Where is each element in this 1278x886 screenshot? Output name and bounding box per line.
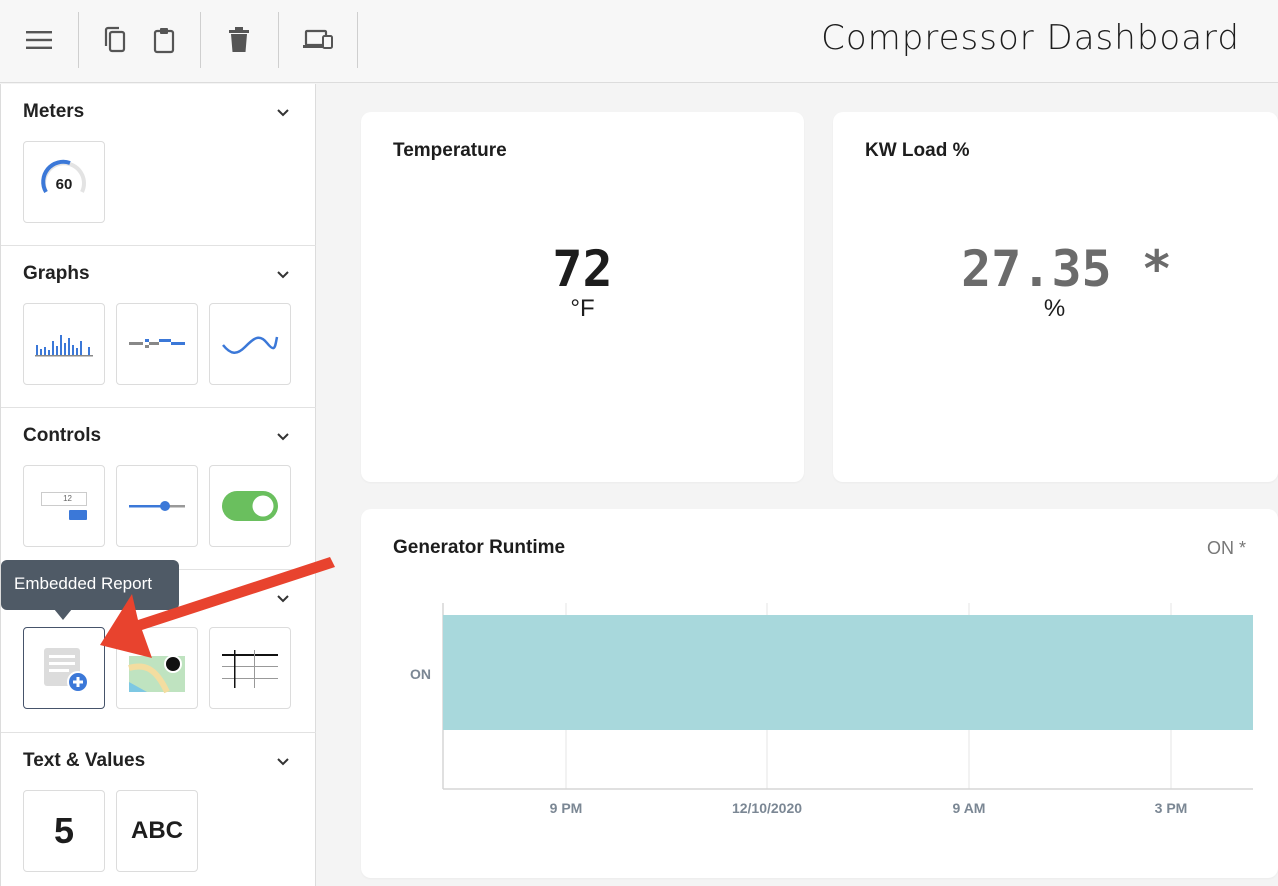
toolbar-divider: [78, 12, 79, 68]
runtime-status: ON *: [1206, 538, 1246, 558]
section-title: Text & Values: [23, 750, 146, 771]
slider-control-widget-tile[interactable]: [116, 465, 198, 547]
card-title: Generator Runtime: [393, 537, 566, 558]
tooltip-pointer: [54, 609, 72, 620]
toggle-switch-icon: [222, 491, 278, 521]
bar-graph-widget-tile[interactable]: [23, 303, 105, 385]
toggle-control-widget-tile[interactable]: [209, 465, 291, 547]
section-title: Controls: [23, 425, 102, 446]
kw-load-unit: %: [1043, 295, 1066, 322]
card-title: KW Load %: [865, 140, 970, 161]
widget-palette: Meters 60 Graphs: [0, 84, 316, 886]
paste-icon: [153, 28, 175, 54]
submit-sample-button: [69, 510, 87, 520]
line-chart-icon: [222, 336, 279, 354]
delete-button[interactable]: [219, 20, 259, 60]
section-graphs: Graphs: [1, 246, 316, 408]
chevron-down-icon[interactable]: [276, 755, 290, 769]
chart-x-tick-label: 9 AM: [953, 800, 986, 816]
toolbar-divider: [278, 12, 279, 68]
section-title: Meters: [23, 101, 85, 122]
section-title: Graphs: [23, 263, 90, 284]
input-sample-box: 12: [41, 492, 87, 506]
text-value-widget-tile[interactable]: ABC: [116, 790, 198, 872]
chevron-down-icon[interactable]: [276, 592, 290, 606]
copy-button[interactable]: [95, 20, 135, 60]
section-meters: Meters 60: [1, 84, 316, 246]
chart-x-tick-label: 9 PM: [550, 800, 583, 816]
runtime-chart: ON 9 PM 12/10/2020 9 AM 3 PM: [410, 603, 1253, 816]
devices-icon: [303, 29, 333, 49]
device-preview-button[interactable]: [298, 20, 338, 60]
chart-y-tick-label: ON: [410, 666, 431, 682]
bar-chart-icon: [35, 335, 93, 357]
delete-icon: [229, 27, 249, 52]
line-graph-widget-tile[interactable]: [209, 303, 291, 385]
paste-button[interactable]: [144, 20, 184, 60]
copy-icon: [104, 26, 126, 53]
gauge-sample-value: 60: [55, 176, 73, 193]
temperature-unit: °F: [570, 295, 595, 322]
section-text-values: Text & Values 5 ABC: [1, 733, 316, 886]
number-value-widget-tile[interactable]: 5: [23, 790, 105, 872]
table-widget-tile[interactable]: [209, 627, 291, 709]
number-sample-text: 5: [53, 810, 75, 851]
chart-x-tick-label: 3 PM: [1155, 800, 1188, 816]
slider-icon: [129, 501, 185, 511]
section-controls: Controls 12: [1, 408, 316, 570]
table-icon: [222, 650, 278, 688]
top-toolbar: Compressor Dashboard: [0, 0, 1278, 83]
map-widget-tile[interactable]: [116, 627, 198, 709]
toolbar-divider: [357, 12, 358, 68]
dashboard-title: Compressor Dashboard: [821, 18, 1240, 58]
chevron-down-icon[interactable]: [276, 106, 290, 120]
gauge-icon: [41, 159, 86, 194]
menu-icon: [26, 31, 52, 49]
menu-button[interactable]: [19, 20, 59, 60]
timeline-graph-widget-tile[interactable]: [116, 303, 198, 385]
kw-load-card[interactable]: KW Load % 27.35 * %: [833, 112, 1278, 482]
generator-runtime-card[interactable]: Generator Runtime ON * ON 9 PM 12/10/2020 9…: [361, 509, 1278, 878]
text-sample-text: ABC: [131, 817, 183, 844]
gauge-widget-tile[interactable]: 60: [23, 141, 105, 223]
chart-x-tick-label: 12/10/2020: [732, 800, 802, 816]
map-icon: [128, 655, 185, 694]
kw-load-value: 27.35 *: [961, 240, 1172, 298]
temperature-value: 72: [552, 240, 613, 298]
chart-state-bar-on: [443, 615, 1253, 730]
toolbar-divider: [200, 12, 201, 68]
input-control-widget-tile[interactable]: 12: [23, 465, 105, 547]
card-title: Temperature: [393, 140, 507, 161]
embedded-report-icon: [44, 648, 89, 693]
timeline-icon: [129, 339, 185, 348]
tooltip: Embedded Report: [1, 560, 179, 610]
embedded-report-widget-tile[interactable]: [23, 627, 105, 709]
chevron-down-icon[interactable]: [276, 268, 290, 282]
temperature-card[interactable]: Temperature 72 °F: [361, 112, 804, 482]
chevron-down-icon[interactable]: [276, 430, 290, 444]
